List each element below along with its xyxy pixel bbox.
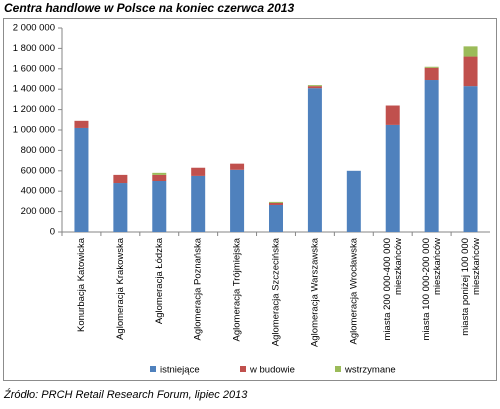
bar-segment (152, 172, 167, 175)
bar-segment (113, 174, 128, 184)
y-tick-label: 600 000 (21, 165, 55, 176)
y-tick-label: 800 000 (21, 145, 55, 156)
x-tick-label: miasta 200 000-400 000mieszkańców (382, 238, 404, 341)
chart-title: Centra handlowe w Polsce na koniec czerw… (4, 1, 294, 15)
y-tick-label: 1 200 000 (13, 104, 55, 115)
legend-swatch (150, 366, 156, 372)
source-note: Źródło: PRCH Retail Research Forum, lipi… (3, 388, 248, 401)
bar-segment (463, 46, 478, 57)
x-tick-label: Aglomeracja Trójmiejska (232, 237, 243, 341)
x-tick-label: Aglomeracja Łódzka (154, 237, 165, 324)
bar-segment (424, 80, 439, 233)
y-tick-label: 1 600 000 (13, 63, 55, 74)
y-tick-label: 200 000 (21, 206, 55, 217)
bar-segment (152, 181, 167, 232)
bar-segment (113, 183, 128, 232)
bar-segment (424, 66, 439, 68)
bar-segment (463, 86, 478, 232)
y-tick-label: 0 (50, 227, 55, 238)
bar-segment (424, 67, 439, 81)
y-tick-label: 1 800 000 (13, 43, 55, 54)
bar-segment (385, 124, 400, 232)
bar-segment (269, 202, 283, 205)
bar-segment (307, 86, 322, 89)
bar-segment (191, 175, 206, 232)
bar-segment (152, 174, 167, 181)
x-tick-label: Aglomeracja Warszawska (309, 237, 320, 347)
y-tick-label: 400 000 (21, 186, 55, 197)
y-tick-label: 2 000 000 (13, 23, 55, 34)
legend-label: w budowie (249, 365, 295, 376)
x-tick-label: Aglomeracja Wrocławska (348, 237, 359, 344)
x-tick-label: Konurbacja Katowicka (76, 237, 87, 332)
chart-frame (3, 18, 497, 381)
bar-segment (346, 170, 361, 232)
bar-segment (307, 85, 322, 87)
y-tick-label: 1 000 000 (13, 125, 55, 136)
bar-segment (74, 127, 89, 232)
legend-label: wstrzymane (344, 365, 396, 376)
x-tick-label: Aglomeracja Szczecińska (271, 237, 282, 346)
x-tick-label: Aglomeracja Krakowska (115, 237, 126, 340)
legend-label: istniejące (160, 365, 200, 376)
bar-segment (307, 88, 322, 233)
bar-segment (269, 204, 283, 232)
bar-segment (230, 163, 245, 170)
bar-segment (74, 120, 89, 128)
x-tick-label: Aglomeracja Poznańska (193, 237, 204, 340)
x-tick-label: miasta poniżej 100 000mieszkańców (460, 238, 482, 336)
bar-segment (191, 167, 206, 176)
bar-segment (385, 105, 400, 125)
legend-swatch (335, 366, 341, 372)
bar-segment (269, 201, 283, 203)
legend-swatch (240, 366, 246, 372)
bar-segment (230, 169, 245, 232)
bar-segment (463, 56, 478, 87)
y-tick-label: 1 400 000 (13, 84, 55, 95)
x-tick-label: miasta 100 000-200 000mieszkańców (421, 238, 443, 341)
